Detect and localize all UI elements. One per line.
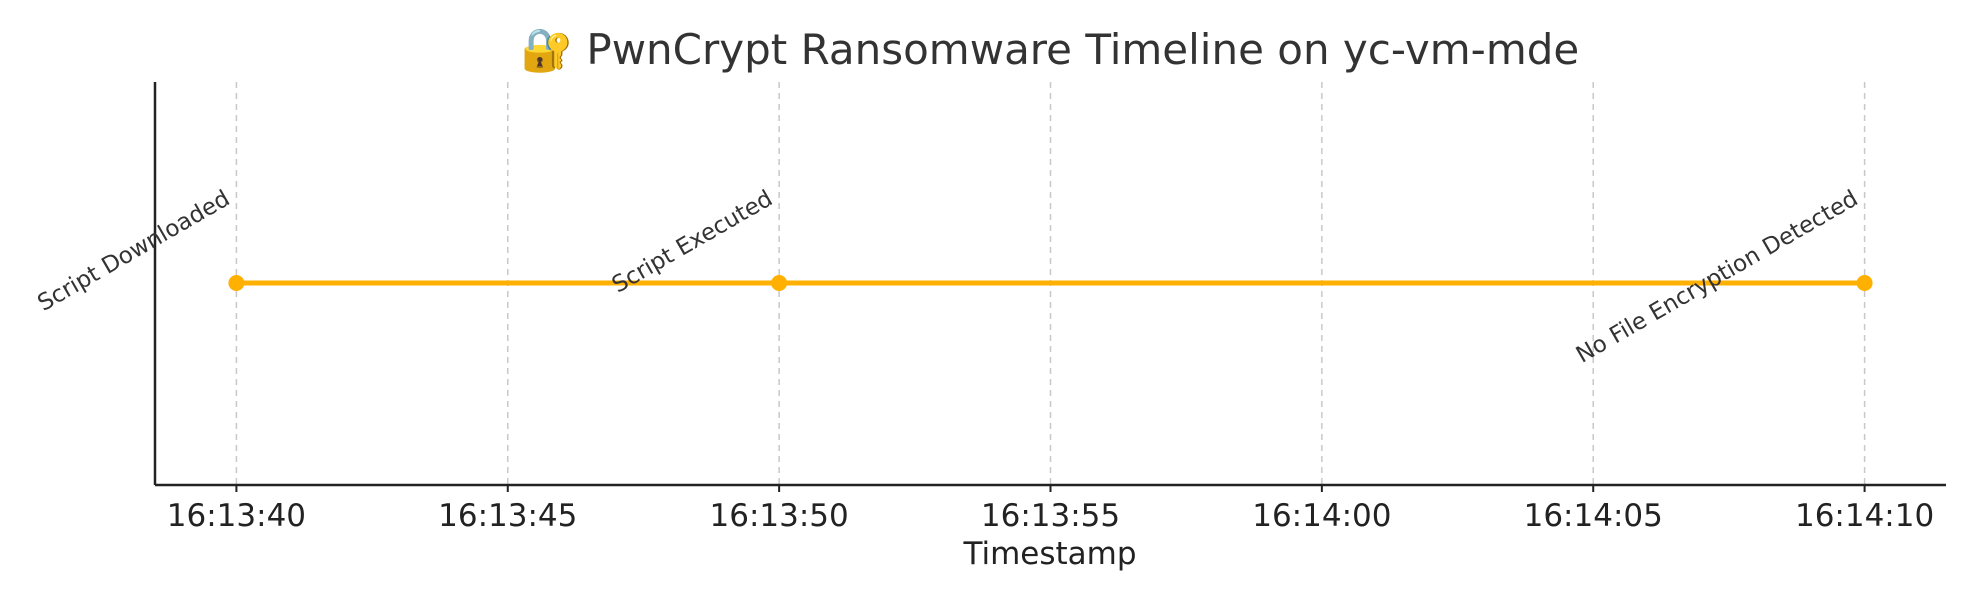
x-axis-label: Timestamp xyxy=(962,536,1136,572)
x-tick-label-5: 16:14:05 xyxy=(1524,498,1663,534)
x-tick-label-4: 16:14:00 xyxy=(1252,498,1391,534)
series-line-group xyxy=(228,275,1873,291)
data-point-0 xyxy=(228,275,245,291)
event-labels: Script Downloaded Script Executed No File … xyxy=(33,186,1862,369)
x-tick-label-2: 16:13:50 xyxy=(710,498,849,534)
event-label-0: Script Downloaded xyxy=(33,186,234,317)
x-axis-ticks: 16:13:40 16:13:45 16:13:50 16:13:55 16:14:00… xyxy=(167,485,1934,534)
data-point-1 xyxy=(771,275,788,291)
event-label-2: No File Encryption Detected xyxy=(1572,186,1863,369)
chart-title: 🔐 PwnCrypt Ransomware Timeline on yc-vm-… xyxy=(521,25,1580,74)
x-tick-label-3: 16:13:55 xyxy=(981,498,1120,534)
data-point-2 xyxy=(1856,275,1873,291)
x-tick-label-0: 16:13:40 xyxy=(167,498,306,534)
x-tick-label-6: 16:14:10 xyxy=(1795,498,1934,534)
x-tick-label-1: 16:13:45 xyxy=(438,498,577,534)
